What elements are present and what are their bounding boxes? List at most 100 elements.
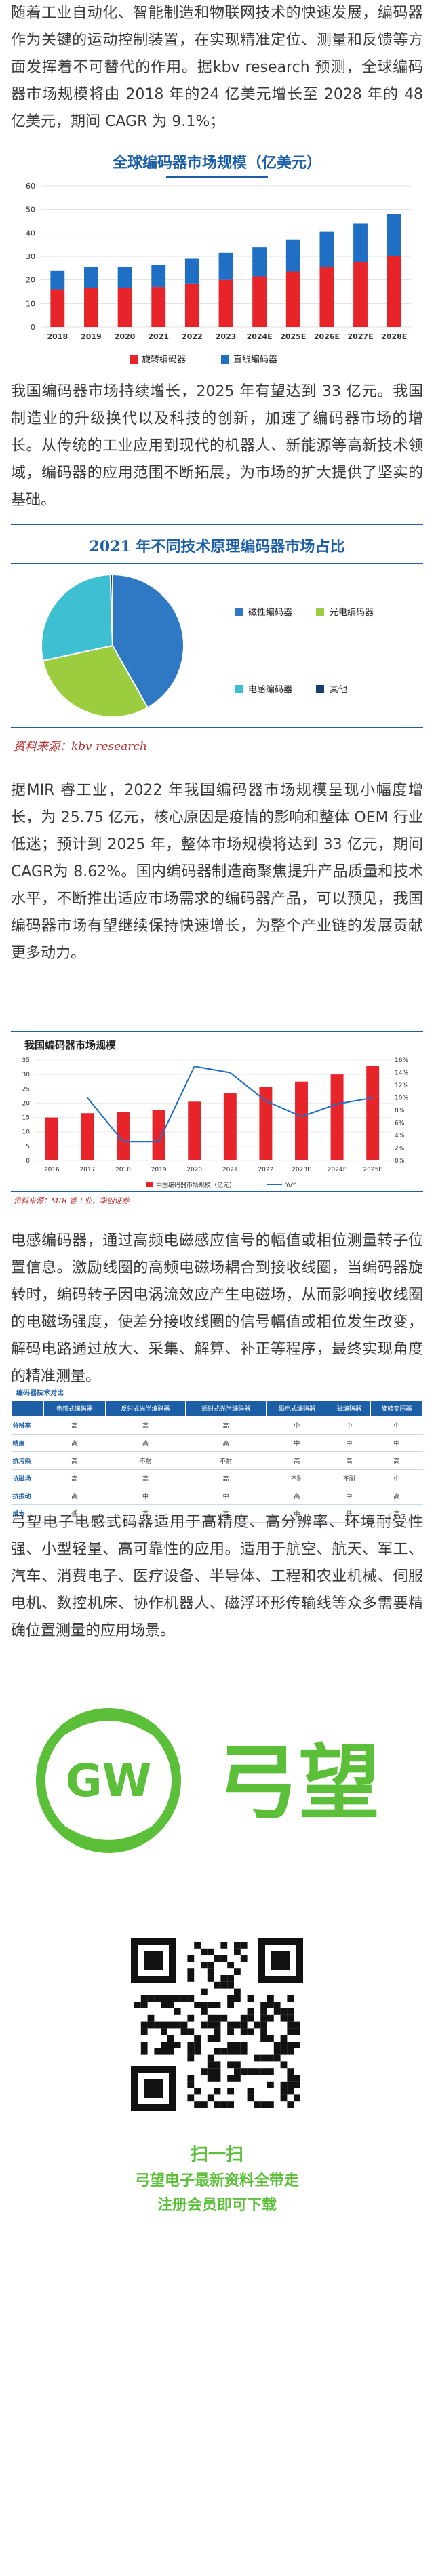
qr-module <box>220 1955 228 1962</box>
bar-linear <box>319 231 334 267</box>
china-chart-title: 我国编码器市场规模 <box>24 1039 117 1051</box>
table-cell: 中 <box>266 1416 328 1435</box>
qr-module <box>227 1975 234 1982</box>
table-row: 抗污染高不耐 不耐高高高 <box>11 1451 423 1470</box>
table-header-cell: 磁编码器 <box>327 1400 371 1417</box>
qr-module <box>240 1955 248 1962</box>
qr-module <box>254 2054 261 2062</box>
qr-module <box>207 1968 214 1975</box>
table-row-label: 分辨率 <box>11 1416 44 1435</box>
qr-module <box>267 1995 274 2002</box>
table-cell: 高 <box>185 1434 267 1452</box>
y2-tick-label: 16% <box>395 1057 408 1064</box>
qr-module <box>294 2021 300 2029</box>
qr-module <box>147 1995 155 2002</box>
qr-module <box>214 1955 221 1962</box>
yoy-line <box>87 1066 373 1143</box>
qr-module <box>240 2028 248 2035</box>
qr-module <box>287 2081 294 2088</box>
table-row-label: 精度 <box>11 1434 44 1452</box>
bar-rotary <box>50 289 65 327</box>
qr-module <box>234 1995 241 2002</box>
bar-rotary <box>151 287 166 327</box>
mir-paragraph: 据MIR 睿工业，2022 年我国编码器市场规模呈现小幅度增长，为 25.75 … <box>11 782 423 962</box>
y2-tick-label: 2% <box>395 1146 405 1152</box>
qr-module <box>220 1942 228 1949</box>
legend-swatch-market <box>146 1182 153 1187</box>
qr-module <box>140 2028 148 2035</box>
qr-module <box>167 2021 174 2029</box>
y2-tick-label: 4% <box>395 1133 405 1139</box>
legend-label-inductive: 电感编码器 <box>248 684 292 695</box>
qr-module <box>240 2048 248 2055</box>
scan-subtitle: 弓望电子最新资料全带走 <box>135 2172 299 2189</box>
qr-module <box>214 2075 221 2082</box>
legend-label-linear: 直线编码器 <box>233 355 277 365</box>
table-header-cell: 电感式编码器 <box>43 1400 106 1417</box>
table-row: 精度高高高中中中 <box>11 1434 423 1452</box>
scan-register: 注册会员即可下载 <box>157 2196 277 2214</box>
qr-module <box>187 2094 195 2102</box>
x-tick-label: 2026E <box>314 332 340 341</box>
x-tick-label: 2028E <box>381 332 407 341</box>
qr-module <box>140 2021 148 2029</box>
table-cell: 高 <box>105 1469 186 1487</box>
y-tick-label: 10 <box>22 1129 31 1136</box>
qr-module <box>234 1968 241 1975</box>
qr-module <box>147 2014 155 2022</box>
bar-linear <box>387 214 401 256</box>
china-source: 资料来源：MIR 睿工业，华创证券 <box>14 1196 130 1205</box>
qr-module <box>240 2021 248 2029</box>
pie-chart-card: 2021 年不同技术原理编码器市场占比 磁性编码器 光电编码器 电感编码器 其他… <box>11 524 423 769</box>
qr-module <box>294 2075 300 2082</box>
qr-module <box>227 1962 234 1969</box>
x-tick-label: 2021 <box>148 332 169 341</box>
qr-module <box>287 2021 294 2029</box>
global-legend: 旋转编码器 直线编码器 <box>130 355 277 365</box>
table-header-cell: 透射式光学编码器 <box>185 1400 267 1417</box>
legend-label-other: 其他 <box>330 685 347 695</box>
qr-module <box>167 2048 174 2055</box>
qr-module <box>207 2014 214 2022</box>
qr-module <box>280 2094 288 2102</box>
qr-module <box>214 2048 221 2055</box>
y2-tick-label: 0% <box>395 1158 405 1165</box>
table-cell: 中 <box>328 1416 371 1435</box>
bar-linear <box>252 247 267 277</box>
legend-label-magnetic: 磁性编码器 <box>248 608 292 618</box>
qr-module <box>267 2035 274 2042</box>
x-tick-label: 2020 <box>186 1167 202 1173</box>
qr-module <box>227 2042 234 2048</box>
qr-module <box>201 2068 208 2075</box>
table-row: 抗磁场高高高不耐 不耐中 <box>11 1469 423 1487</box>
table-cell: 中 <box>328 1434 371 1452</box>
qr-module <box>174 2042 181 2048</box>
qr-finder-tr <box>258 1938 303 1983</box>
x-tick-label: 2021 <box>222 1167 238 1173</box>
qr-module <box>280 2088 288 2095</box>
qr-module <box>187 2054 195 2062</box>
qr-module <box>280 2035 288 2042</box>
brand-svg: GW 弓望 扫一扫 弓望电子最新资料全带走 注册会员即可下载 <box>36 1708 380 2214</box>
qr-module <box>214 2021 221 2029</box>
x-tick-label: 2020 <box>115 332 136 341</box>
bar-rotary <box>319 267 334 327</box>
qr-module <box>287 2008 294 2015</box>
qr-module <box>194 1942 201 1949</box>
table-title: 编码器技术对比 <box>16 1390 64 1397</box>
table-cell: 高 <box>370 1504 423 1523</box>
qr-module <box>140 1995 148 2002</box>
qr-module <box>214 1981 221 1989</box>
qr-module <box>273 2002 281 2008</box>
qr-module <box>247 1995 254 2002</box>
y2-tick-label: 6% <box>395 1120 405 1127</box>
qr-module <box>201 1962 208 1969</box>
qr-module <box>167 2035 174 2042</box>
qr-module <box>214 2028 221 2035</box>
table-row: 抗振动高中中高中高 <box>11 1487 423 1505</box>
qr-module <box>234 2042 241 2048</box>
qr-module <box>214 2035 221 2042</box>
legend-swatch-magnetic <box>235 608 243 616</box>
china-chart-svg: 2016 2017 2018 2019 2020 2021 2022 2023E 2024E 20… <box>22 1057 409 1189</box>
y-tick-label: 5 <box>26 1144 30 1150</box>
